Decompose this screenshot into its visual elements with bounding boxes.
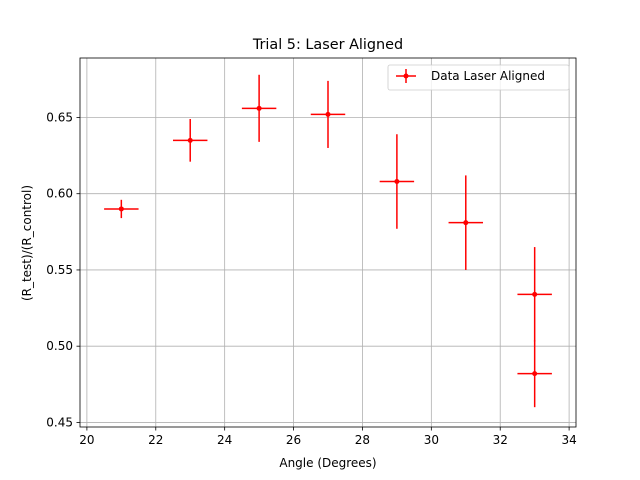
data-points <box>104 74 552 408</box>
x-tick-label: 24 <box>217 433 232 447</box>
y-tick-label: 0.55 <box>46 263 73 277</box>
y-tick-label: 0.50 <box>46 339 73 353</box>
x-tick-label: 28 <box>355 433 370 447</box>
legend-box <box>387 64 570 91</box>
legend-marker-dot <box>403 73 409 79</box>
point-marker <box>187 137 193 143</box>
grid <box>80 58 576 427</box>
x-tick-label: 32 <box>493 433 508 447</box>
point-marker <box>118 206 124 212</box>
y-axis-label: (R_test)/(R_control) <box>20 185 34 301</box>
x-tick-label: 30 <box>424 433 439 447</box>
point-marker <box>325 111 331 117</box>
data-point <box>517 247 552 342</box>
x-axis-label: Angle (Degrees) <box>279 456 376 470</box>
y-tick-label: 0.45 <box>46 415 73 429</box>
data-point <box>379 134 415 229</box>
data-point <box>310 80 346 148</box>
axes-frame <box>79 57 577 428</box>
x-tick-label: 26 <box>286 433 301 447</box>
legend-label: Data Laser Aligned <box>431 69 545 83</box>
x-ticks: 20 22 24 26 28 30 32 34 <box>79 427 577 447</box>
point-marker <box>532 371 538 377</box>
chart-title: Trial 5: Laser Aligned <box>252 37 403 53</box>
y-tick-label: 0.65 <box>46 110 73 124</box>
data-point <box>448 175 483 270</box>
point-marker <box>256 105 262 111</box>
legend: Data Laser Aligned <box>387 64 570 91</box>
y-ticks: 0.45 0.50 0.55 0.60 0.65 <box>46 110 80 429</box>
x-tick-label: 22 <box>148 433 163 447</box>
x-tick-label: 34 <box>561 433 576 447</box>
point-marker <box>463 220 469 226</box>
x-tick-label: 20 <box>79 433 94 447</box>
point-marker <box>394 179 400 185</box>
point-marker <box>532 291 538 297</box>
data-point <box>241 74 277 142</box>
y-tick-label: 0.60 <box>46 187 73 201</box>
data-point <box>517 340 552 408</box>
data-point <box>173 118 208 162</box>
data-point <box>104 199 139 219</box>
